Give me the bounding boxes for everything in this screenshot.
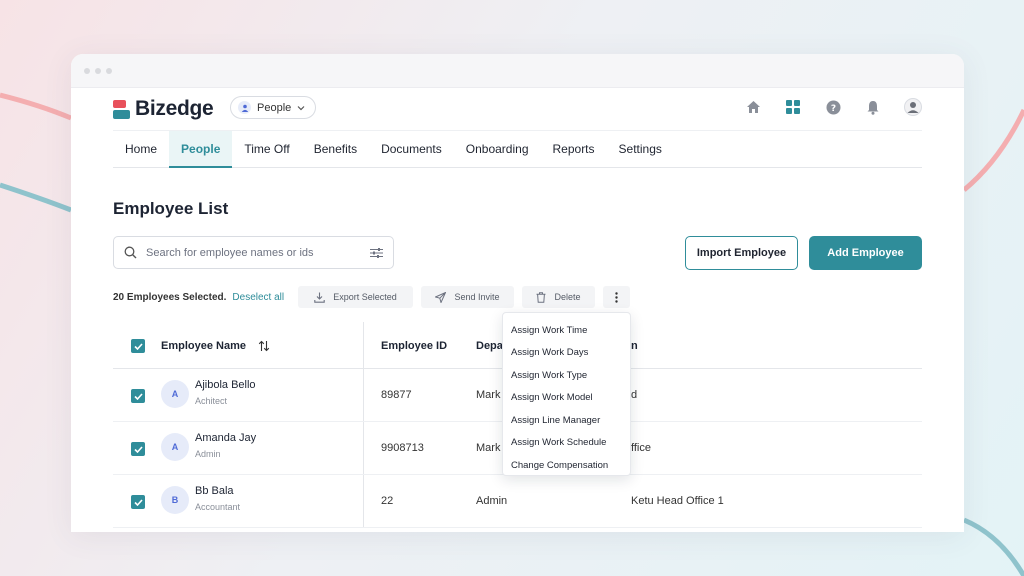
chevron-down-icon <box>297 105 305 110</box>
checkmark-icon <box>133 342 143 350</box>
menu-item-assign-work-time[interactable]: Assign Work Time <box>511 324 588 336</box>
logo[interactable]: Bizedge <box>113 97 214 121</box>
row-checkbox[interactable] <box>131 389 145 403</box>
header-department[interactable]: Depa <box>476 340 503 352</box>
search-box <box>113 236 394 269</box>
header-employee-id[interactable]: Employee ID <box>381 340 448 352</box>
employee-id: 9908713 <box>381 442 424 454</box>
employee-role: Accountant <box>195 502 241 512</box>
trash-icon <box>536 291 546 303</box>
menu-item-assign-line-manager[interactable]: Assign Line Manager <box>511 414 601 426</box>
tab-benefits[interactable]: Benefits <box>313 142 358 156</box>
delete-button[interactable]: Delete <box>522 286 595 308</box>
main-nav: Home People Time Off Benefits Documents … <box>113 130 922 168</box>
employee-location: d <box>631 389 638 401</box>
export-selected-button[interactable]: Export Selected <box>298 286 413 308</box>
tab-home[interactable]: Home <box>125 142 158 156</box>
svg-text:?: ? <box>830 104 835 114</box>
selected-count: 20 Employees Selected. <box>113 291 227 303</box>
employee-role: Admin <box>195 449 221 459</box>
window-dot <box>106 67 112 74</box>
user-avatar[interactable] <box>904 98 922 116</box>
menu-item-assign-work-schedule[interactable]: Assign Work Schedule <box>511 437 607 449</box>
tab-people[interactable]: People <box>169 131 233 168</box>
app-window: Bizedge People ? <box>71 54 964 532</box>
tab-reports[interactable]: Reports <box>552 142 595 156</box>
add-employee-button[interactable]: Add Employee <box>809 236 922 270</box>
tab-documents[interactable]: Documents <box>381 142 442 156</box>
employee-id: 89877 <box>381 389 412 401</box>
employee-location: Ketu Head Office 1 <box>631 495 724 507</box>
employee-department: Mark <box>476 389 501 401</box>
send-invite-label: Send Invite <box>454 292 500 302</box>
table-row[interactable]: B Bb Bala Accountant 22 Admin Ketu Head … <box>113 475 922 528</box>
sort-icon[interactable] <box>258 340 270 352</box>
product-switcher-label: People <box>257 101 292 114</box>
delete-label: Delete <box>554 292 581 302</box>
bulk-selection-bar: 20 Employees Selected. Deselect all <box>113 286 284 308</box>
employee-id: 22 <box>381 495 394 507</box>
menu-item-assign-work-days[interactable]: Assign Work Days <box>511 347 589 359</box>
send-invite-button[interactable]: Send Invite <box>421 286 514 308</box>
employee-table: Employee Name Employee ID Depa n A Ajibo… <box>113 322 922 528</box>
home-icon[interactable] <box>744 98 762 116</box>
header-employee-name[interactable]: Employee Name <box>161 340 246 352</box>
tab-onboarding[interactable]: Onboarding <box>465 142 529 156</box>
window-dot <box>95 67 101 74</box>
header-location[interactable]: n <box>631 340 638 352</box>
apps-grid-icon[interactable] <box>784 98 802 116</box>
employee-department: Mark <box>476 442 501 454</box>
topbar-icons: ? <box>744 98 922 116</box>
tab-time-off[interactable]: Time Off <box>244 142 290 156</box>
more-actions-button[interactable] <box>603 286 630 308</box>
avatar: A <box>161 380 189 408</box>
bell-icon[interactable] <box>864 98 882 116</box>
window-dot <box>84 67 90 74</box>
employee-department: Admin <box>476 495 508 507</box>
checkmark-icon <box>133 498 143 506</box>
send-icon <box>435 291 447 303</box>
search-input[interactable] <box>146 246 361 259</box>
more-actions-menu: Assign Work Time Assign Work Days Assign… <box>502 312 631 476</box>
avatar: B <box>161 486 189 514</box>
tab-settings[interactable]: Settings <box>618 142 662 156</box>
window-titlebar <box>71 54 964 88</box>
employee-role: Achitect <box>195 396 228 406</box>
row-checkbox[interactable] <box>131 495 145 509</box>
employee-name[interactable]: Bb Bala <box>195 485 234 497</box>
top-bar: Bizedge People ? <box>71 88 964 130</box>
select-all-checkbox[interactable] <box>131 339 145 353</box>
checkmark-icon <box>133 445 143 453</box>
filter-sliders-icon[interactable] <box>370 247 383 259</box>
more-vertical-icon <box>615 291 618 303</box>
import-employee-button[interactable]: Import Employee <box>685 236 798 270</box>
deselect-all-link[interactable]: Deselect all <box>232 291 285 303</box>
column-divider <box>363 322 364 528</box>
menu-item-assign-work-type[interactable]: Assign Work Type <box>511 369 588 381</box>
employee-name[interactable]: Ajibola Bello <box>195 379 256 391</box>
page-title: Employee List <box>113 199 229 218</box>
row-checkbox[interactable] <box>131 442 145 456</box>
export-selected-label: Export Selected <box>333 292 397 302</box>
employee-location: ffice <box>631 442 651 454</box>
person-icon <box>238 101 251 114</box>
search-icon <box>124 246 137 259</box>
checkmark-icon <box>133 392 143 400</box>
product-switcher[interactable]: People <box>230 96 316 119</box>
menu-item-change-compensation[interactable]: Change Compensation <box>511 459 609 471</box>
download-icon <box>314 292 325 303</box>
logo-mark-icon <box>113 99 130 119</box>
employee-name[interactable]: Amanda Jay <box>195 432 257 444</box>
brand-name: Bizedge <box>135 97 214 120</box>
avatar: A <box>161 433 189 461</box>
help-icon[interactable]: ? <box>824 98 842 116</box>
menu-item-assign-work-model[interactable]: Assign Work Model <box>511 392 593 404</box>
